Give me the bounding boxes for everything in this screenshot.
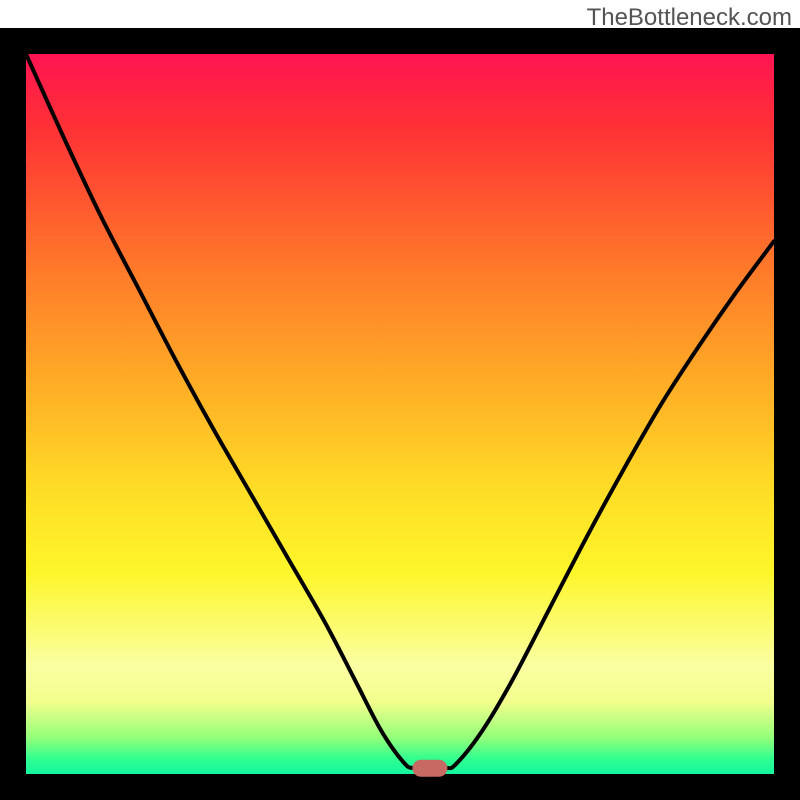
bottleneck-curve-chart: [0, 0, 800, 800]
optimal-marker: [413, 760, 447, 776]
plot-background: [26, 54, 774, 774]
chart-container: TheBottleneck.com: [0, 0, 800, 800]
watermark-text: TheBottleneck.com: [587, 4, 792, 32]
